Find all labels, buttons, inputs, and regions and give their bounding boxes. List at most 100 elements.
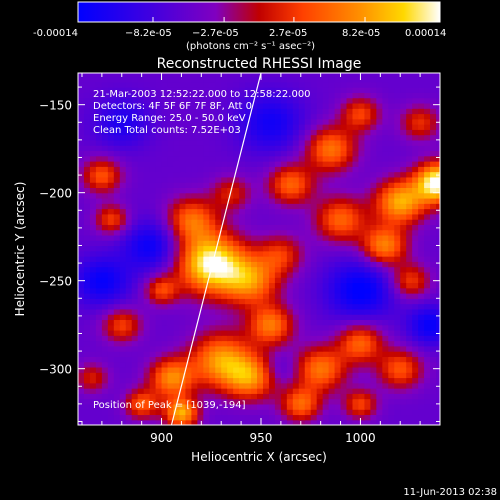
heatmap-cell	[346, 271, 354, 278]
colorbar-gradient	[78, 2, 440, 22]
heatmap-cell	[83, 366, 91, 373]
heatmap-cell	[394, 182, 401, 188]
heatmap-cell	[119, 187, 127, 194]
heatmap-cell	[376, 308, 383, 315]
heatmap-cell	[185, 113, 192, 120]
heatmap-cell	[95, 409, 103, 416]
heatmap-cell	[221, 171, 228, 178]
heatmap-cell	[155, 287, 163, 294]
heatmap-cell	[340, 398, 348, 405]
heatmap-cell	[83, 219, 91, 225]
heatmap-cell	[286, 324, 294, 331]
heatmap-cell	[155, 403, 163, 410]
heatmap-cell	[185, 266, 192, 273]
colorbar-units: (photons cm⁻² s⁻¹ asec⁻²)	[186, 41, 315, 52]
heatmap-cell	[203, 308, 210, 315]
heatmap-cell	[322, 351, 330, 357]
heatmap-cell	[131, 314, 139, 320]
heatmap-cell	[119, 250, 127, 257]
heatmap-cell	[292, 250, 300, 257]
heatmap-cell	[286, 229, 294, 236]
heatmap-cell	[346, 361, 354, 368]
heatmap-cell	[394, 187, 401, 194]
heatmap-cell	[155, 398, 163, 405]
heatmap-cell	[394, 314, 401, 320]
heatmap-cell	[179, 403, 187, 410]
heatmap-cell	[125, 134, 133, 141]
heatmap-cell	[400, 329, 407, 336]
heatmap-cell	[304, 308, 312, 315]
heatmap-cell	[352, 398, 360, 405]
heatmap-cell	[286, 340, 294, 347]
heatmap-cell	[149, 192, 157, 199]
heatmap-cell	[406, 308, 413, 315]
heatmap-cell	[78, 298, 85, 305]
heatmap-cell	[358, 382, 366, 389]
heatmap-cell	[113, 176, 121, 183]
heatmap-cell	[227, 102, 234, 109]
heatmap-cell	[131, 409, 139, 416]
heatmap-cell	[173, 176, 181, 183]
heatmap-cell	[358, 287, 366, 294]
heatmap-cell	[412, 92, 419, 99]
heatmap-cell	[334, 187, 342, 194]
heatmap-cell	[233, 73, 240, 78]
heatmap-cell	[251, 102, 258, 109]
heatmap-cell	[334, 409, 342, 416]
heatmap-cell	[382, 187, 389, 194]
heatmap-cell	[286, 319, 294, 326]
heatmap-cell	[233, 345, 240, 352]
heatmap-cell	[346, 250, 354, 257]
heatmap-cell	[161, 266, 169, 273]
heatmap-cell	[406, 345, 413, 352]
heatmap-cell	[424, 134, 431, 141]
heatmap-cell	[89, 398, 97, 405]
heatmap-cell	[340, 150, 348, 157]
heatmap-cell	[209, 155, 216, 162]
heatmap-cell	[221, 377, 228, 384]
heatmap-cell	[358, 208, 366, 215]
heatmap-cell	[298, 388, 306, 394]
heatmap-cell	[143, 150, 151, 157]
heatmap-cell	[161, 293, 169, 299]
heatmap-cell	[310, 197, 318, 204]
heatmap-cell	[406, 329, 413, 336]
heatmap-cell	[245, 213, 252, 220]
heatmap-cell	[251, 92, 258, 99]
heatmap-cell	[107, 124, 115, 130]
heatmap-cell	[262, 298, 270, 305]
heatmap-cell	[334, 287, 342, 294]
heatmap-cell	[280, 108, 288, 115]
heatmap-cell	[257, 87, 264, 93]
heatmap-cell	[322, 329, 330, 336]
heatmap-cell	[346, 124, 354, 130]
heatmap-cell	[400, 97, 407, 104]
heatmap-cell	[119, 108, 127, 115]
heatmap-cell	[143, 335, 151, 342]
heatmap-cell	[298, 192, 306, 199]
heatmap-cell	[89, 319, 97, 326]
heatmap-cell	[340, 234, 348, 241]
heatmap-cell	[137, 229, 145, 236]
heatmap-cell	[388, 345, 395, 352]
heatmap-cell	[245, 308, 252, 315]
heatmap-cell	[268, 293, 276, 299]
heatmap-cell	[382, 155, 389, 162]
heatmap-cell	[101, 213, 109, 220]
heatmap-cell	[251, 419, 258, 425]
heatmap-cell	[83, 282, 91, 289]
heatmap-cell	[113, 361, 121, 368]
heatmap-cell	[119, 393, 127, 400]
heatmap-cell	[334, 92, 342, 99]
heatmap-cell	[388, 73, 395, 78]
heatmap-cell	[388, 208, 395, 215]
heatmap-cell	[292, 197, 300, 204]
heatmap-cell	[322, 245, 330, 252]
heatmap-cell	[286, 377, 294, 384]
heatmap-cell	[346, 192, 354, 199]
heatmap-cell	[394, 377, 401, 384]
heatmap-cell	[95, 303, 103, 310]
heatmap-cell	[173, 414, 181, 421]
heatmap-cell	[239, 250, 246, 257]
heatmap-cell	[424, 372, 431, 379]
